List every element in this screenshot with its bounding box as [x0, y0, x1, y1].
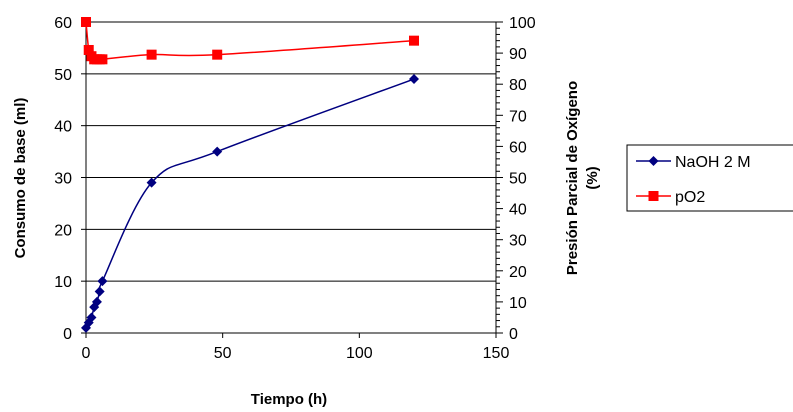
- legend-marker-naoh: [648, 156, 659, 166]
- y-left-tick-label: 40: [54, 119, 72, 136]
- tick-labels: 0 50 100 150 0 10 20 30 40 50 60 0 10 20 30 40 50 60 70 80 9…: [54, 15, 536, 362]
- y-left-tick-label: 0: [63, 326, 72, 343]
- y-left-tick-label: 30: [54, 171, 72, 188]
- x-tick-label: 100: [346, 345, 373, 362]
- y-right-tick-label: 10: [509, 295, 527, 312]
- y-right-tick-label: 60: [509, 139, 527, 156]
- legend-marker-po2: [648, 191, 659, 201]
- data-point-po2: [81, 17, 91, 27]
- series-line-po2: [85, 21, 415, 61]
- data-point-naoh-2-m: [97, 276, 108, 287]
- axes: [81, 21, 503, 338]
- x-tick-label: 50: [214, 345, 232, 362]
- y-left-tick-label: 10: [54, 274, 72, 291]
- series-markers: [81, 17, 419, 333]
- y-right-tick-label: 70: [509, 108, 527, 125]
- data-point-naoh-2-m: [86, 312, 97, 323]
- data-point-naoh-2-m: [91, 296, 102, 307]
- data-point-po2: [212, 49, 223, 60]
- data-point-po2: [146, 49, 157, 60]
- y-right-tick-label: 80: [509, 77, 527, 94]
- y-axis-right-title: Presión Parcial de Oxígeno: [564, 81, 581, 275]
- y-left-tick-label: 50: [54, 67, 72, 84]
- legend-label-po2: pO2: [675, 189, 705, 206]
- y-right-tick-label: 20: [509, 264, 527, 281]
- series-line-naoh-2-m: [85, 78, 415, 329]
- y-right-tick-label: 90: [509, 46, 527, 63]
- legend-label-naoh: NaOH 2 M: [675, 154, 751, 171]
- y-left-tick-label: 20: [54, 222, 72, 239]
- y-axis-right-title-unit: (%): [584, 166, 601, 189]
- data-point-naoh-2-m: [212, 146, 223, 157]
- y-right-tick-label: 50: [509, 171, 527, 188]
- x-tick-label: 0: [82, 345, 91, 362]
- data-point-po2: [83, 44, 94, 55]
- series-lines: [85, 21, 415, 329]
- legend: NaOH 2 M pO2: [626, 144, 793, 212]
- y-left-tick-label: 60: [54, 15, 72, 32]
- y-right-tick-label: 30: [509, 233, 527, 250]
- y-right-tick-label: 40: [509, 202, 527, 219]
- x-tick-label: 150: [483, 345, 510, 362]
- y-right-tick-label: 0: [509, 326, 518, 343]
- y-right-tick-label: 100: [509, 15, 536, 32]
- data-point-naoh-2-m: [146, 177, 157, 188]
- data-point-po2: [97, 54, 108, 65]
- x-axis-title: Tiempo (h): [251, 391, 327, 408]
- gridlines: [86, 21, 496, 282]
- data-point-naoh-2-m: [409, 74, 419, 85]
- data-point-naoh-2-m: [94, 286, 105, 297]
- y-axis-left-title: Consumo de base (ml): [12, 98, 29, 259]
- data-point-po2: [409, 35, 419, 46]
